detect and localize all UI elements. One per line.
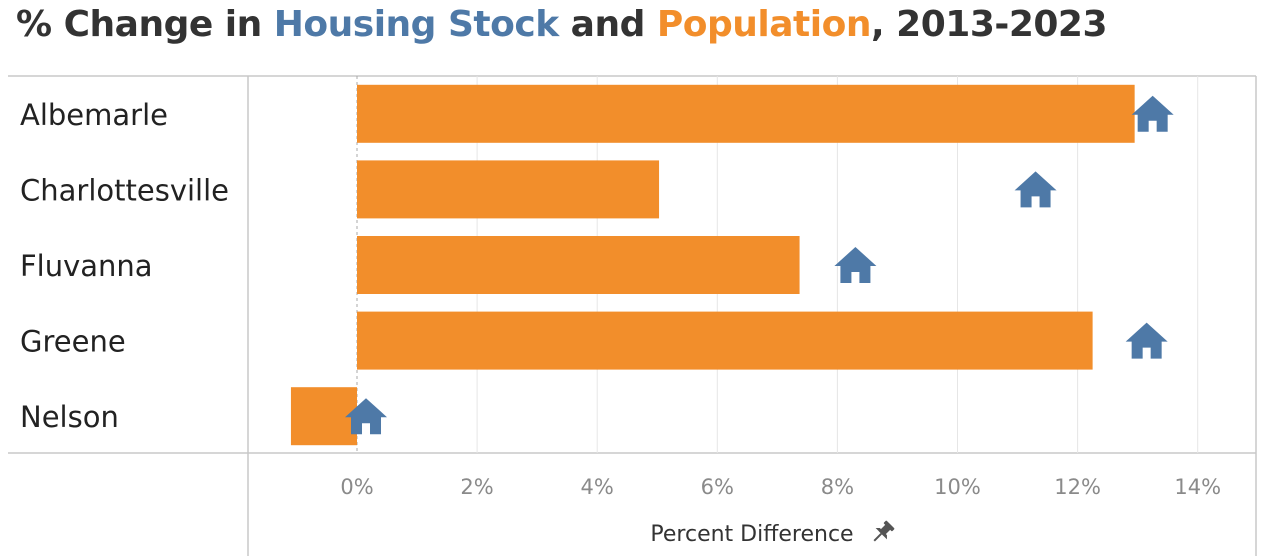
x-tick-label: 2% — [460, 475, 493, 499]
x-tick-label: 12% — [1054, 475, 1101, 499]
row-label: Nelson — [20, 400, 119, 434]
row-label: Albemarle — [20, 98, 168, 132]
row-label: Charlottesville — [20, 173, 229, 207]
house-icons-group — [345, 95, 1174, 435]
title-housing-stock: Housing Stock — [273, 4, 559, 45]
house-icon[interactable] — [1131, 95, 1174, 132]
title-suffix: , 2013-2023 — [870, 4, 1108, 45]
x-tick-label: 4% — [581, 475, 614, 499]
row-labels-group: Albemarle Charlottesville Fluvanna Greene Ne… — [20, 98, 229, 434]
row-label: Fluvanna — [20, 249, 153, 283]
title-middle: and — [558, 4, 657, 45]
population-bar[interactable] — [357, 84, 1135, 143]
house-icon[interactable] — [1014, 171, 1057, 208]
title-prefix: % Change in — [16, 4, 274, 45]
population-bar[interactable] — [357, 311, 1093, 370]
bars-group — [290, 84, 1135, 446]
population-bar[interactable] — [357, 160, 660, 219]
house-icon[interactable] — [1125, 322, 1168, 359]
population-bar[interactable] — [290, 387, 357, 446]
x-tick-label: 10% — [934, 475, 981, 499]
chart-frame — [8, 75, 1257, 556]
tick-labels-group: 0% 2% 4% 6% 8% 10% 12% 14% — [340, 475, 1221, 499]
house-icon[interactable] — [834, 247, 877, 283]
house-icon[interactable] — [345, 398, 388, 435]
pin-icon[interactable] — [869, 519, 897, 547]
title-population: Population — [656, 4, 872, 45]
x-axis-title: Percent Difference — [650, 522, 853, 547]
chart-title: % Change in Housing Stock and Population… — [16, 4, 1108, 45]
x-tick-label: 6% — [701, 475, 734, 499]
x-tick-label: 14% — [1174, 475, 1221, 499]
row-label: Greene — [20, 325, 126, 359]
x-tick-label: 0% — [340, 475, 373, 499]
x-tick-label: 8% — [821, 475, 854, 499]
population-bar[interactable] — [357, 236, 800, 294]
